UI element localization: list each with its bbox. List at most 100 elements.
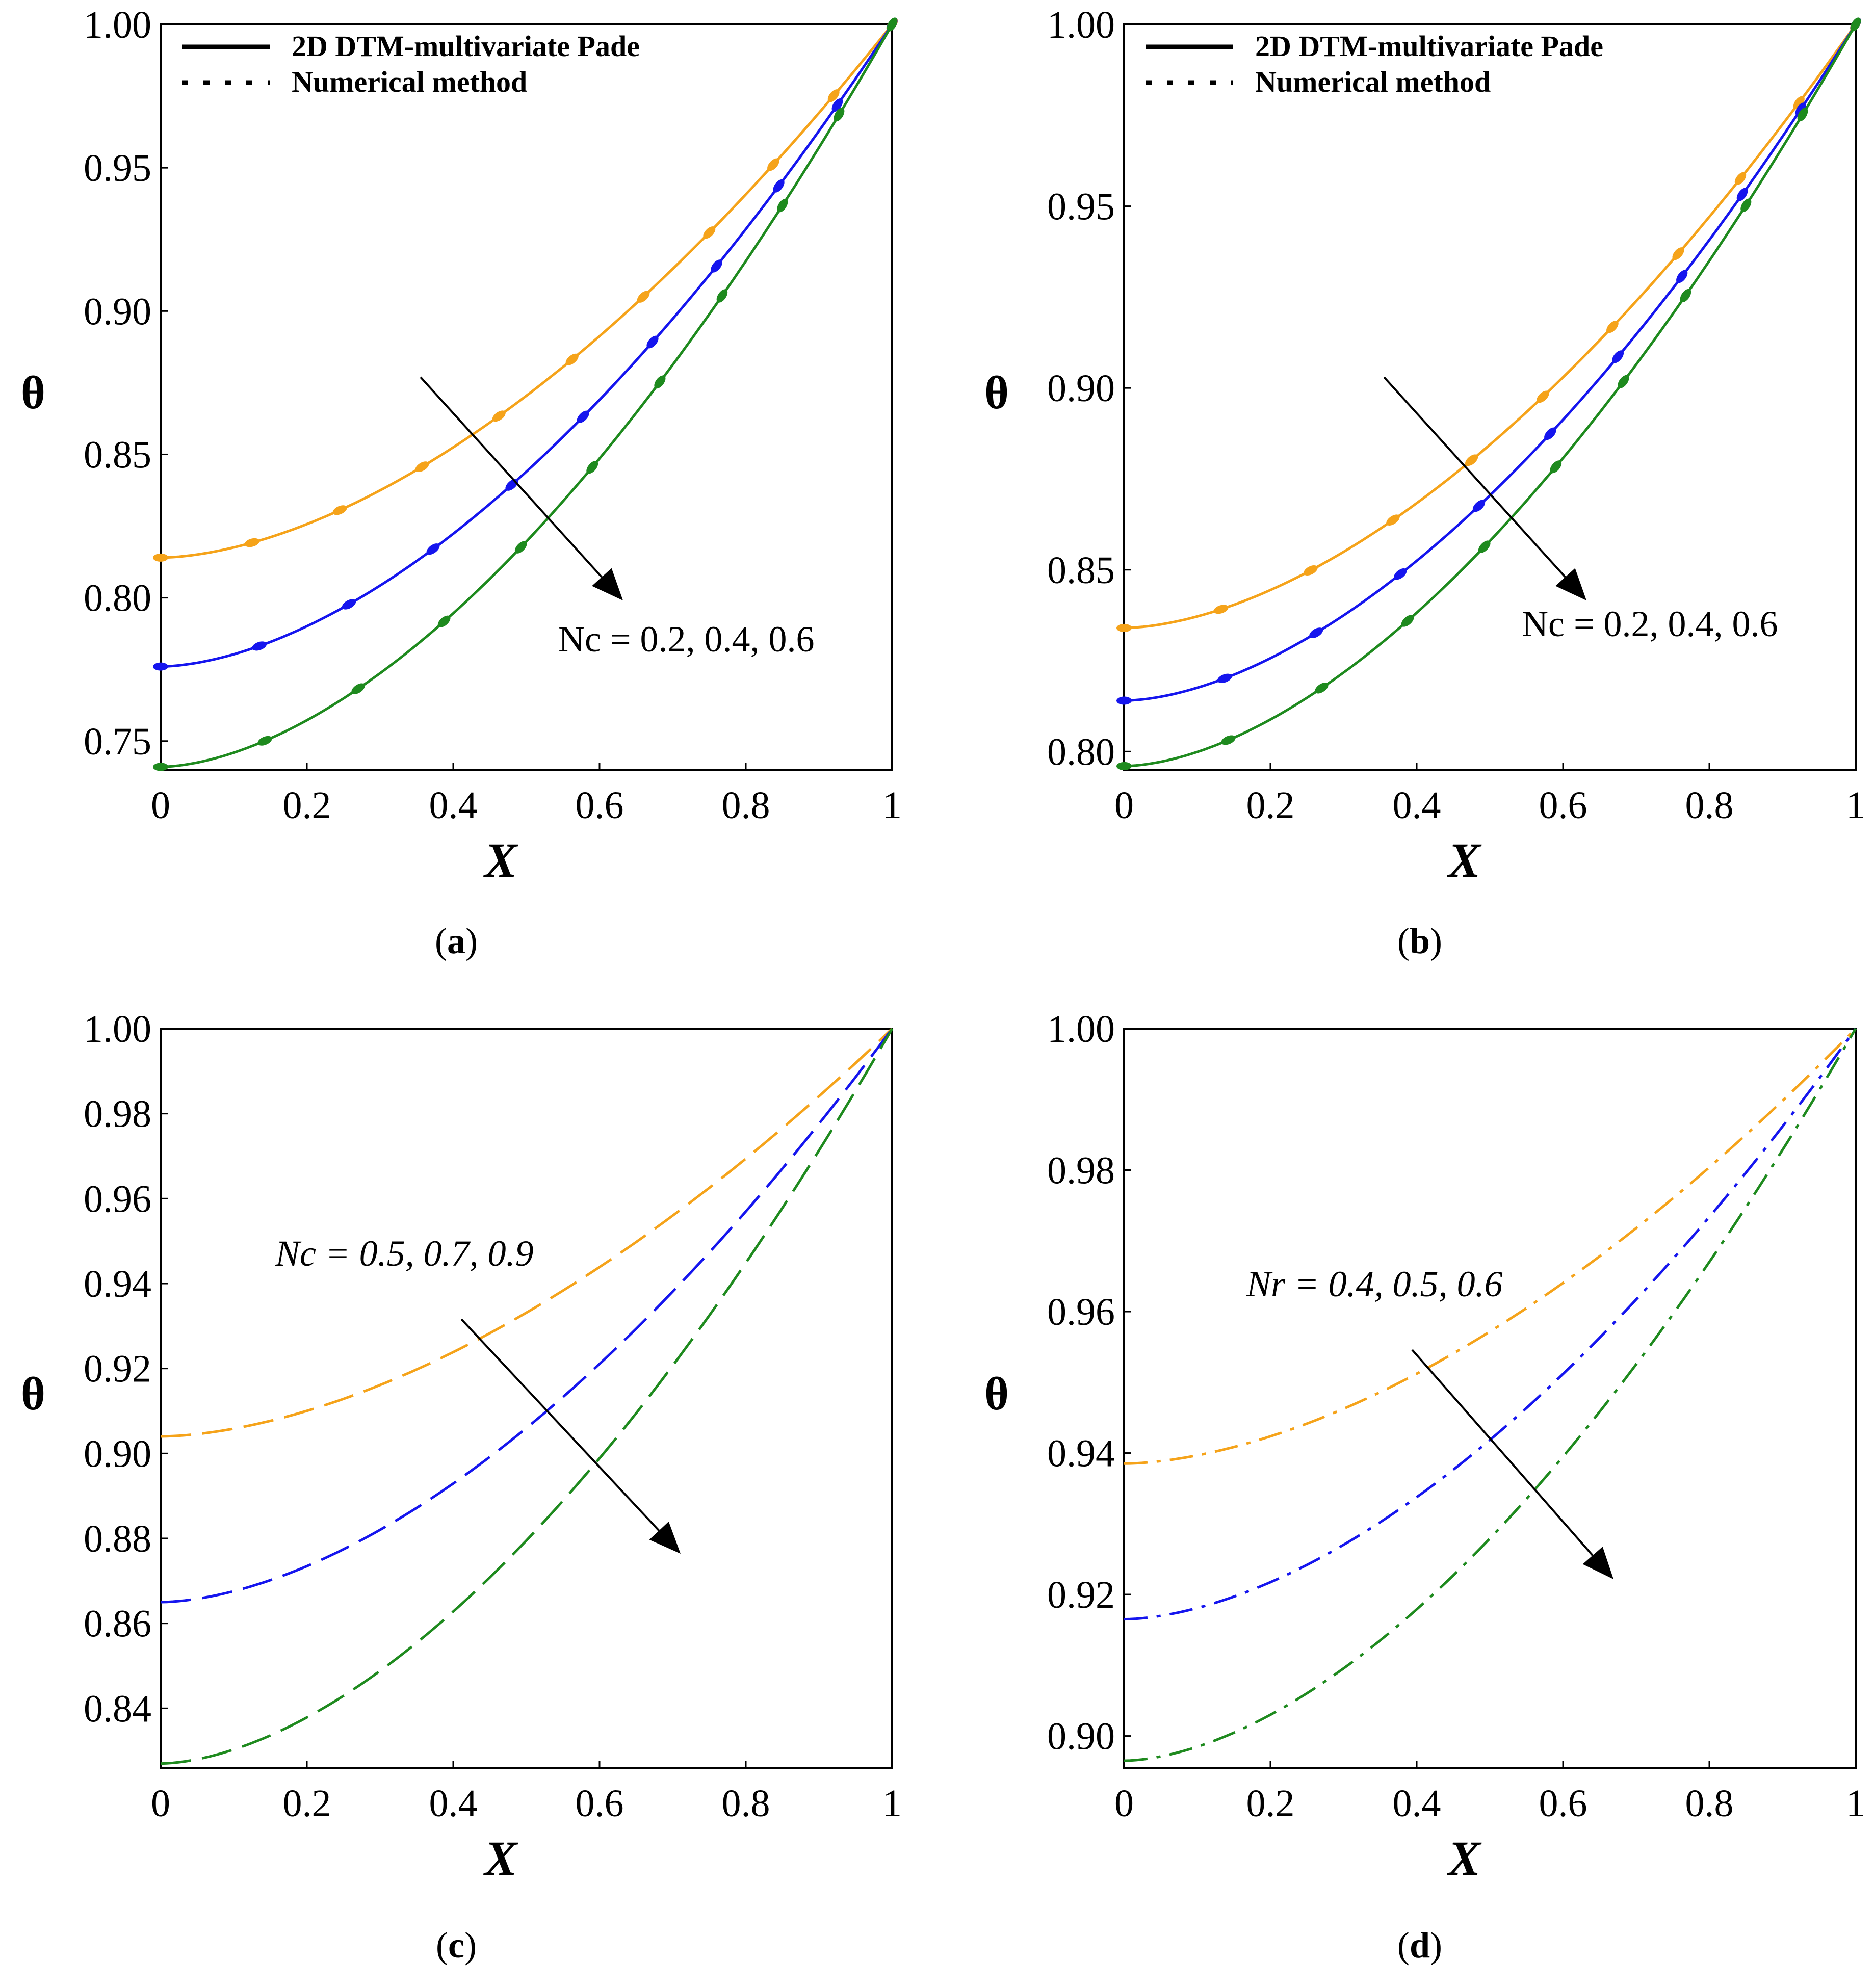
numerical-marker xyxy=(834,108,845,122)
numerical-marker xyxy=(1478,540,1491,553)
x-tick-label: 0 xyxy=(151,784,170,827)
chart-panel-c: 0 0.2 0.4 0.6 0.8 1 0.84 0.86 0.88 0.90 0.92 0.94 0.… xyxy=(21,1008,902,1966)
numerical-marker xyxy=(1795,102,1807,116)
caption-letter: c xyxy=(448,1925,464,1966)
annotation-arrow-shaft xyxy=(420,376,603,578)
x-axis-label: X xyxy=(1446,1831,1481,1886)
plot-frame xyxy=(160,1028,893,1769)
series-line xyxy=(1124,1028,1857,1762)
numerical-marker xyxy=(646,335,659,349)
y-tick-label: 0.85 xyxy=(1047,549,1115,592)
y-axis-label: θ xyxy=(21,367,45,418)
annotation-arrow-head xyxy=(649,1521,681,1554)
numerical-marker xyxy=(1386,514,1400,526)
x-tick-label: 0.4 xyxy=(429,784,478,827)
numerical-marker xyxy=(711,259,722,273)
y-tick-label: 0.80 xyxy=(1047,730,1115,773)
legend-entry: 2D DTM-multivariate Pade xyxy=(1255,30,1603,63)
caption-letter: b xyxy=(1410,921,1430,961)
y-tick-label: 0.92 xyxy=(1047,1574,1115,1616)
numerical-marker xyxy=(1797,108,1808,122)
annotation-arrow-head xyxy=(592,568,623,600)
chart-panel-d: 0 0.2 0.4 0.6 0.8 1 0.90 0.92 0.94 0.96 0.98 1.00 Xθ… xyxy=(984,1008,1865,1966)
caption-open: ( xyxy=(435,921,447,961)
numerical-marker xyxy=(437,615,451,627)
numerical-marker xyxy=(492,410,506,422)
annotation-text: Nc = 0.2, 0.4, 0.6 xyxy=(1522,604,1778,644)
x-tick-label: 1 xyxy=(1846,784,1865,827)
y-axis-label: θ xyxy=(21,1368,45,1420)
x-tick-label: 0.4 xyxy=(1393,1782,1441,1825)
x-tick-label: 1 xyxy=(1846,1782,1865,1825)
series-line xyxy=(160,1028,894,1765)
numerical-marker xyxy=(1618,375,1629,388)
numerical-marker xyxy=(1221,735,1236,745)
caption-letter: d xyxy=(1410,1925,1430,1966)
legend-entry: Numerical method xyxy=(292,65,527,98)
y-tick-label: 0.98 xyxy=(1047,1149,1115,1192)
numerical-marker xyxy=(831,98,843,112)
numerical-marker xyxy=(1676,270,1688,283)
x-axis-label: X xyxy=(483,833,518,887)
x-tick-label: 0.4 xyxy=(1393,784,1441,827)
numerical-marker xyxy=(1401,615,1414,627)
numerical-marker xyxy=(252,641,267,651)
numerical-marker xyxy=(1472,500,1486,512)
panel-caption: (a) xyxy=(435,921,478,961)
numerical-marker xyxy=(415,461,429,472)
plot-frame xyxy=(1123,23,1857,771)
caption-letter: a xyxy=(447,921,465,961)
numerical-marker xyxy=(637,291,650,303)
series-line xyxy=(1124,1028,1857,1465)
x-tick-label: 0.6 xyxy=(1539,1782,1587,1825)
x-tick-label: 0.8 xyxy=(1685,1782,1734,1825)
numerical-marker xyxy=(1736,188,1748,201)
legend-entry: Numerical method xyxy=(1255,65,1491,98)
numerical-marker xyxy=(1309,627,1323,638)
numerical-marker xyxy=(426,543,440,555)
numerical-marker xyxy=(777,198,788,213)
y-tick-label: 0.92 xyxy=(84,1348,151,1391)
y-tick-label: 0.95 xyxy=(1047,186,1115,228)
x-tick-label: 0.8 xyxy=(722,784,770,827)
x-axis-label: X xyxy=(483,1831,518,1886)
numerical-marker xyxy=(1672,247,1684,260)
caption-close: ) xyxy=(1430,921,1442,961)
numerical-marker xyxy=(767,158,779,171)
y-axis-label: θ xyxy=(984,367,1009,418)
series-line xyxy=(1124,23,1857,768)
caption-open: ( xyxy=(1397,921,1410,961)
numerical-marker xyxy=(1606,320,1619,333)
numerical-marker xyxy=(887,17,898,32)
legend-entry: 2D DTM-multivariate Pade xyxy=(292,30,640,63)
numerical-marker xyxy=(1315,683,1329,694)
numerical-marker xyxy=(565,353,579,365)
x-tick-label: 0.2 xyxy=(1246,1782,1295,1825)
numerical-marker xyxy=(153,662,168,671)
y-tick-label: 0.95 xyxy=(84,147,151,190)
numerical-marker xyxy=(1544,427,1556,440)
numerical-marker xyxy=(1304,565,1318,576)
numerical-marker xyxy=(577,410,589,423)
x-tick-label: 0 xyxy=(1114,784,1134,827)
caption-close: ) xyxy=(1430,1925,1442,1966)
numerical-marker xyxy=(1612,350,1624,363)
y-tick-label: 0.86 xyxy=(84,1603,151,1645)
annotation-arrow-shaft xyxy=(1411,1349,1594,1556)
chart-panel-b: 0 0.2 0.4 0.6 0.8 1 0.80 0.85 0.90 0.95 1.00 Xθ 2D D… xyxy=(984,4,1865,961)
numerical-marker xyxy=(1116,762,1132,770)
annotation-arrow-shaft xyxy=(1383,376,1566,578)
x-tick-label: 0.8 xyxy=(1685,784,1734,827)
y-tick-label: 0.90 xyxy=(1047,1715,1115,1758)
plot-frame xyxy=(160,23,893,771)
numerical-marker xyxy=(1537,390,1549,403)
series-line xyxy=(160,1028,893,1438)
x-tick-label: 0 xyxy=(151,1782,170,1825)
numerical-marker xyxy=(1116,623,1132,632)
numerical-marker xyxy=(153,553,168,562)
x-tick-label: 1 xyxy=(882,784,902,827)
numerical-marker xyxy=(1734,172,1747,185)
numerical-marker xyxy=(1116,696,1132,705)
